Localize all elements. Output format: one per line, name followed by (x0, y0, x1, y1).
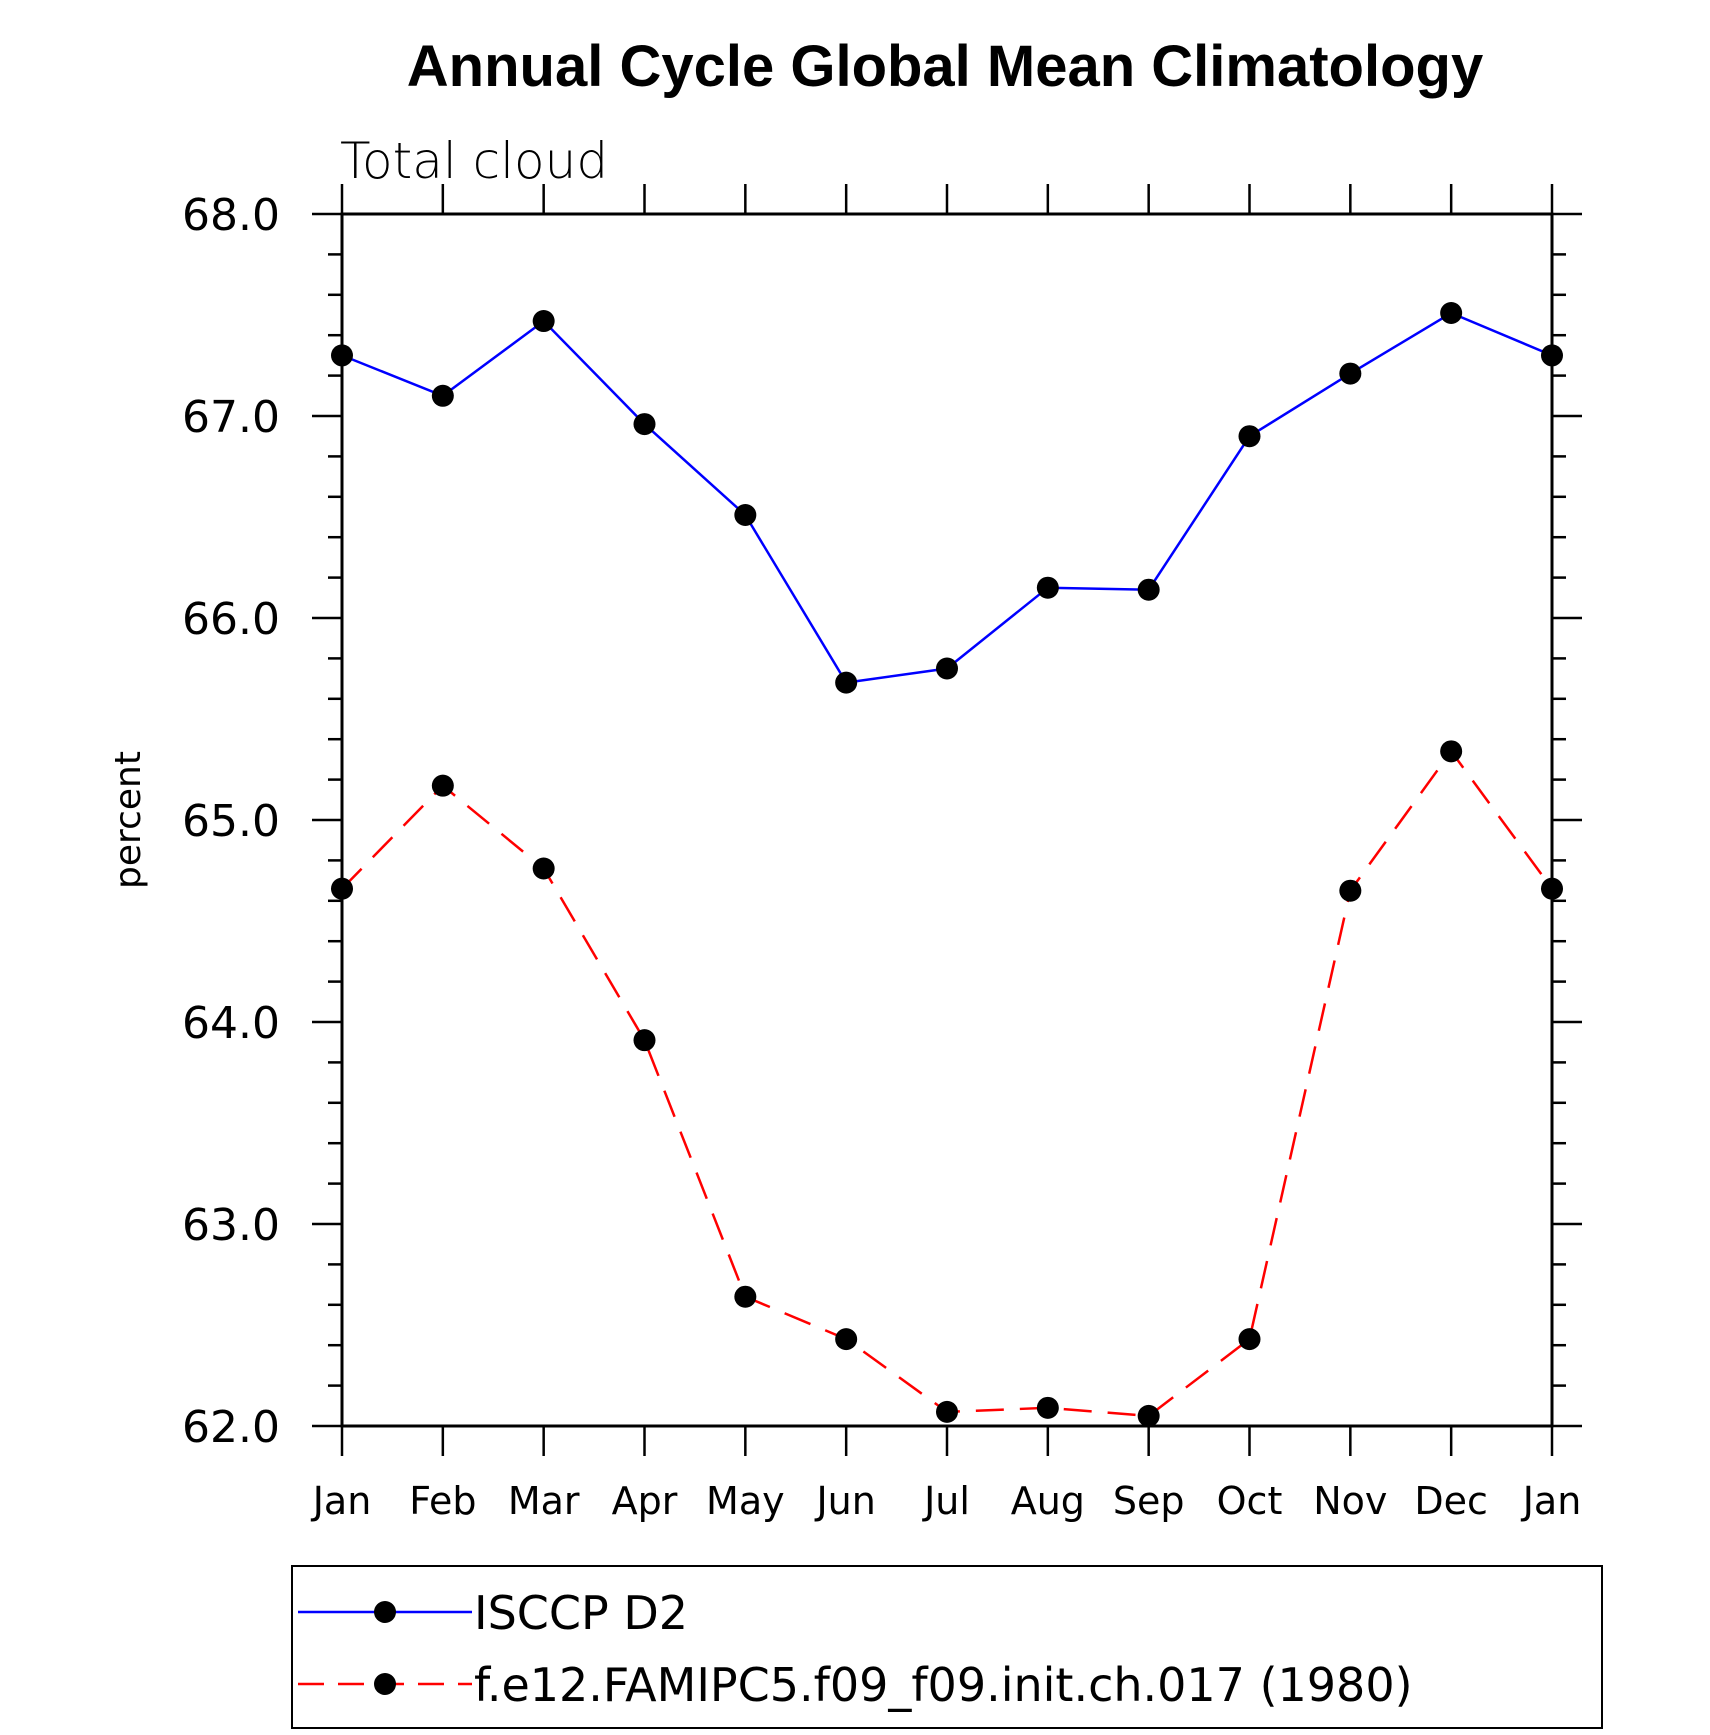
x-tick-label: May (706, 1479, 785, 1523)
x-tick-label: Dec (1414, 1479, 1488, 1523)
series-0-point (1036, 576, 1059, 599)
series-0-point (431, 384, 454, 407)
series-0-point (1541, 344, 1563, 367)
series-1-point (1440, 740, 1463, 763)
x-tick-label: Mar (508, 1479, 580, 1523)
x-tick-label: Apr (612, 1479, 678, 1523)
legend: ISCCP D2 f.e12.FAMIPC5.f09_f09.init.ch.0… (291, 1565, 1603, 1729)
x-tick-label: Nov (1313, 1479, 1387, 1523)
x-tick-label: Jul (922, 1479, 970, 1523)
series-line-0 (341, 311, 1553, 684)
series-layer (331, 301, 1563, 1427)
x-tick-label: Jan (1521, 1479, 1582, 1523)
series-1-point (936, 1400, 958, 1423)
legend-label-isccp: ISCCP D2 (474, 1586, 688, 1640)
legend-marker-isccp (374, 1601, 396, 1623)
plot-frame (340, 212, 1554, 1428)
x-tick-label: Feb (409, 1479, 476, 1523)
series-1-point (1238, 1328, 1261, 1351)
chart-title: Annual Cycle Global Mean Climatology (407, 34, 1483, 99)
x-tick-label: Oct (1217, 1479, 1283, 1523)
series-0-point (532, 310, 555, 333)
series-0-point (633, 413, 656, 436)
legend-label-model: f.e12.FAMIPC5.f09_f09.init.ch.017 (1980) (474, 1658, 1413, 1712)
axis-ticks (312, 184, 1582, 1456)
series-0-point (1339, 362, 1362, 385)
series-1-point (1541, 877, 1563, 900)
x-tick-label: Jun (814, 1479, 875, 1523)
series-0-point (1238, 425, 1261, 448)
series-1-point (1137, 1404, 1160, 1427)
x-tick-label: Sep (1113, 1479, 1185, 1523)
series-0-point (331, 344, 353, 367)
chart-subtitle: Total cloud (340, 132, 608, 190)
y-tick-label: 65.0 (182, 796, 280, 847)
x-tick-labels: Jan Feb Mar Apr May Jun Jul Aug Sep Oct Nov Dec Jan (311, 1479, 1582, 1523)
series-1-point (1036, 1396, 1059, 1419)
series-0-point (1440, 301, 1463, 324)
series-1-point (633, 1029, 656, 1052)
y-tick-label: 64.0 (182, 998, 280, 1049)
y-tick-label: 66.0 (182, 594, 280, 645)
series-1-point (331, 877, 353, 900)
series-0-point (1137, 578, 1160, 601)
y-tick-label: 62.0 (182, 1402, 280, 1453)
y-tick-labels: 62.0 63.0 64.0 65.0 66.0 67.0 68.0 (182, 190, 280, 1453)
y-axis-label: percent (108, 751, 149, 889)
series-1-point (835, 1328, 858, 1351)
series-1-point (1339, 879, 1362, 902)
series-0-point (734, 503, 757, 526)
y-tick-label: 63.0 (182, 1200, 280, 1251)
series-1-point (431, 774, 454, 797)
legend-marker-model (374, 1673, 396, 1695)
series-0-point (936, 657, 958, 680)
series-1-point (734, 1285, 757, 1308)
y-tick-label: 68.0 (182, 190, 280, 241)
series-line-1 (341, 749, 1554, 1418)
x-tick-label: Aug (1011, 1479, 1085, 1523)
y-tick-label: 67.0 (182, 392, 280, 443)
series-1-point (532, 857, 555, 880)
x-tick-label: Jan (311, 1479, 372, 1523)
series-0-point (835, 671, 858, 694)
legend-box (291, 1565, 1603, 1729)
